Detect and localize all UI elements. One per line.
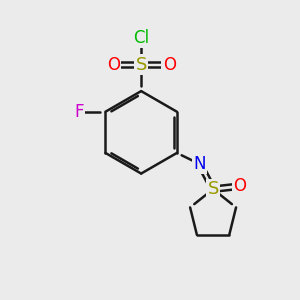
Text: S: S <box>207 180 219 198</box>
Text: Cl: Cl <box>133 29 149 47</box>
Text: S: S <box>136 56 147 74</box>
Text: O: O <box>163 56 176 74</box>
Text: O: O <box>233 177 246 195</box>
Text: N: N <box>194 155 206 173</box>
Text: O: O <box>107 56 120 74</box>
Text: F: F <box>74 103 84 121</box>
